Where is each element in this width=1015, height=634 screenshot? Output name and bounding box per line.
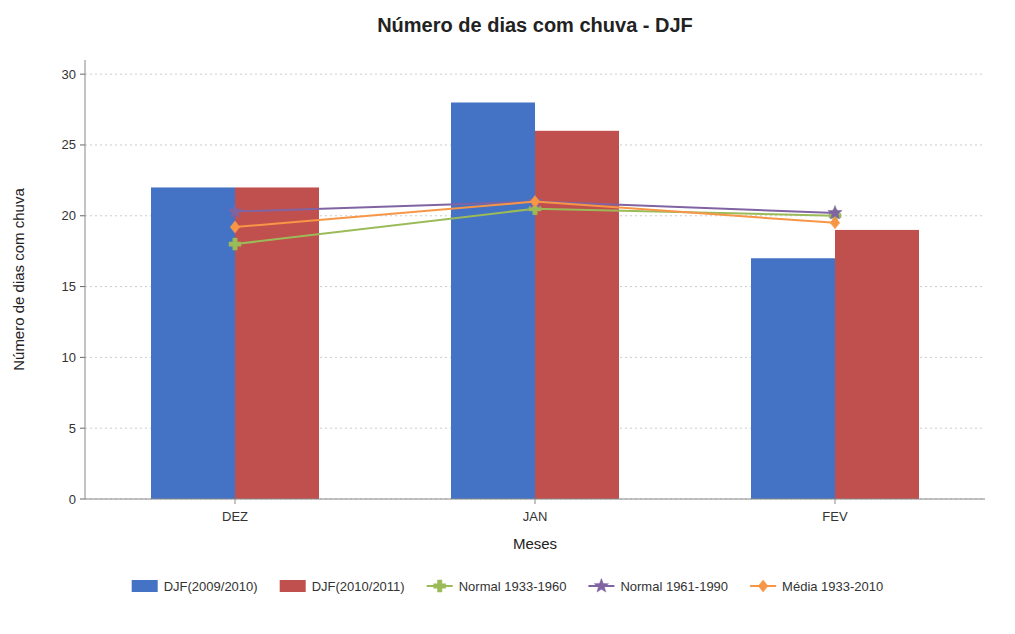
legend-label: DJF(2009/2010) bbox=[164, 579, 258, 594]
y-tick-label: 30 bbox=[62, 67, 76, 82]
x-tick bbox=[235, 499, 236, 504]
x-tick-label: FEV bbox=[822, 509, 848, 524]
legend-swatch bbox=[280, 580, 306, 592]
legend-item: Normal 1961-1990 bbox=[588, 579, 728, 595]
point bbox=[228, 204, 242, 218]
y-axis bbox=[85, 60, 86, 499]
grid bbox=[85, 74, 985, 499]
x-tick bbox=[535, 499, 536, 504]
legend-swatch bbox=[132, 580, 158, 592]
y-tick bbox=[80, 428, 85, 429]
point bbox=[230, 221, 240, 233]
y-tick bbox=[80, 286, 85, 287]
page: {"chart_data": { "type": "bar", "title":… bbox=[0, 0, 1015, 634]
legend-label: Normal 1933-1960 bbox=[459, 579, 567, 594]
point bbox=[528, 194, 542, 208]
y-tick bbox=[80, 357, 85, 358]
bar bbox=[751, 258, 835, 499]
y-axis-label: Número de dias com chuva bbox=[10, 188, 27, 371]
point bbox=[530, 196, 540, 208]
legend-label: DJF(2010/2011) bbox=[312, 579, 405, 594]
x-tick-label: JAN bbox=[523, 509, 548, 524]
y-tick-label: 25 bbox=[62, 137, 76, 152]
y-tick bbox=[80, 74, 85, 75]
y-tick bbox=[80, 144, 85, 145]
title: Número de dias com chuva - DJF bbox=[377, 14, 693, 36]
y-tick-label: 15 bbox=[62, 279, 76, 294]
legend-item: DJF(2010/2011) bbox=[280, 579, 405, 594]
bar bbox=[151, 187, 235, 499]
grid-line bbox=[85, 74, 985, 75]
point bbox=[830, 217, 840, 229]
y-tick bbox=[80, 215, 85, 216]
legend-item: Normal 1933-1960 bbox=[427, 579, 567, 594]
point bbox=[229, 238, 241, 250]
legend-marker bbox=[594, 579, 608, 593]
y-tick-label: 5 bbox=[69, 421, 76, 436]
background bbox=[0, 0, 1015, 634]
legend-item: Média 1933-2010 bbox=[750, 579, 883, 594]
legend: DJF(2009/2010) DJF(2010/2011) Normal 1933-… bbox=[132, 579, 884, 595]
x-axis-label: Meses bbox=[513, 535, 557, 552]
legend-item: DJF(2009/2010) bbox=[132, 579, 258, 594]
y-tick bbox=[80, 499, 85, 500]
legend-label: Normal 1961-1990 bbox=[620, 579, 728, 594]
legend-label: Média 1933-2010 bbox=[782, 579, 883, 594]
bar bbox=[235, 187, 319, 499]
y-tick-label: 10 bbox=[62, 350, 76, 365]
marks bbox=[151, 102, 919, 499]
bar bbox=[451, 102, 535, 499]
y-tick-label: 0 bbox=[69, 492, 76, 507]
chart: Número de dias com chuva - DJF 0 5 10 15 20 25… bbox=[0, 0, 1015, 634]
legend-marker bbox=[758, 580, 768, 592]
bar bbox=[835, 230, 919, 499]
x-tick bbox=[835, 499, 836, 504]
legend-marker bbox=[434, 580, 446, 592]
bar bbox=[535, 131, 619, 499]
x-tick-label: DEZ bbox=[222, 509, 248, 524]
y-tick-label: 20 bbox=[62, 208, 76, 223]
